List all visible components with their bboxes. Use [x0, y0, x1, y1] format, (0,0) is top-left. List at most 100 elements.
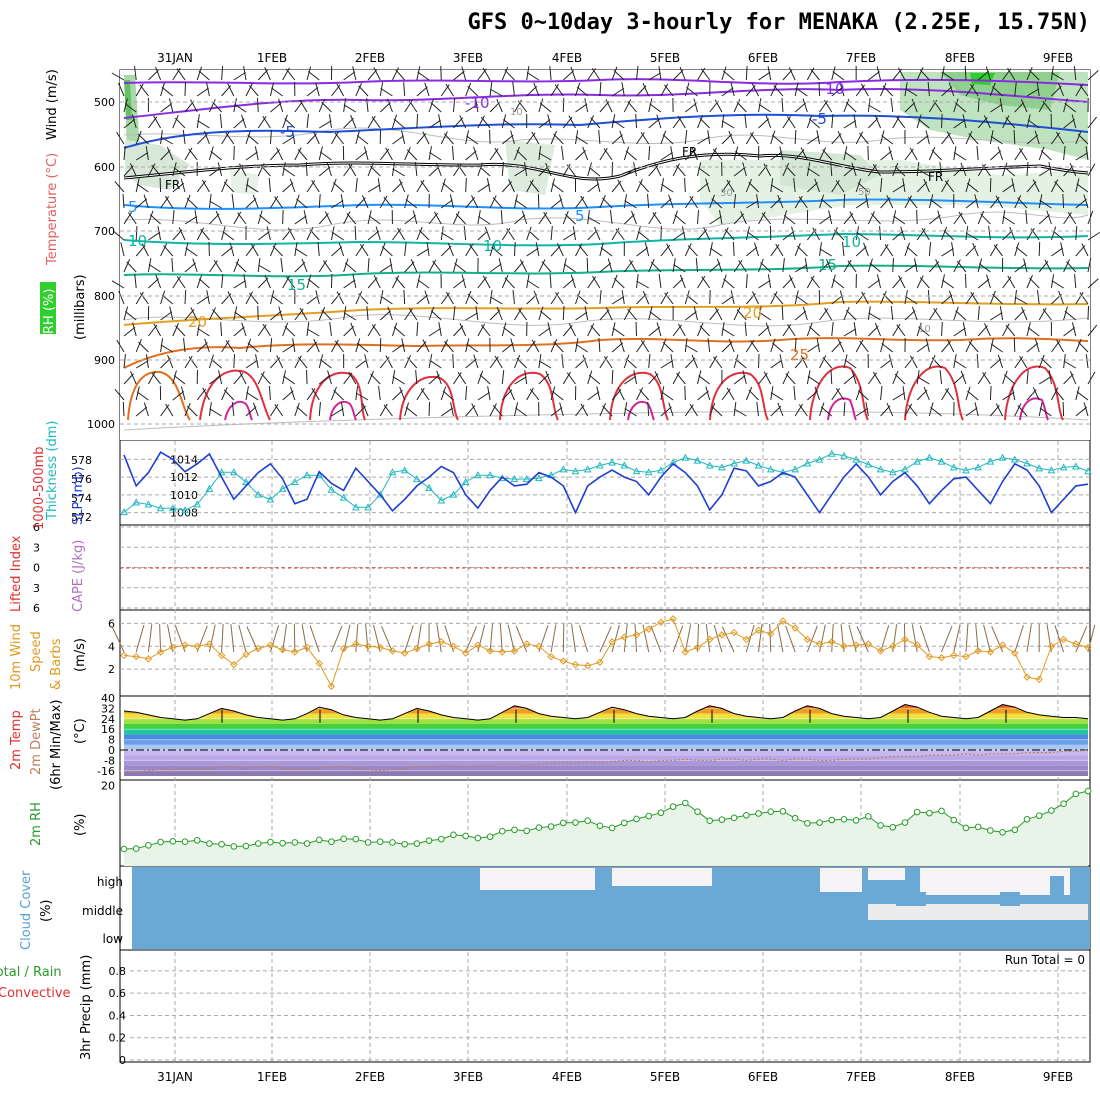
- temp-tick: -8: [104, 754, 115, 767]
- wind10-point: [571, 660, 580, 669]
- wind-barb: [703, 227, 711, 241]
- wind-barb: [443, 133, 454, 145]
- wind10-barb: [599, 626, 612, 653]
- thickness-point: [962, 466, 970, 474]
- cloud-clear-high: [920, 868, 1070, 895]
- wind-barb: [977, 97, 980, 113]
- wind-barb: [333, 182, 344, 193]
- wind-barb: [222, 231, 235, 241]
- cloud-clear-high: [480, 868, 512, 890]
- wind-barb: [529, 388, 540, 401]
- cloud-clear-high: [512, 868, 595, 890]
- label-rh2m-2: (%): [73, 814, 88, 837]
- wind-barb: [806, 275, 815, 289]
- wind-barb: [282, 322, 289, 337]
- wind-barb: [1040, 150, 1052, 161]
- wind-barb: [412, 210, 418, 225]
- wind-barb: [553, 133, 564, 145]
- wind-barb: [709, 147, 717, 161]
- wind-barb: [294, 402, 300, 417]
- wind-barb: [892, 230, 904, 241]
- wind10-point: [706, 635, 714, 644]
- wind-barb: [793, 386, 796, 401]
- wind-barb: [1026, 134, 1039, 145]
- wind-barb: [428, 119, 441, 129]
- wind-barb: [1026, 88, 1040, 97]
- wind-barb: [526, 85, 538, 97]
- wind10-barb: [1075, 626, 1088, 653]
- wind10-point: [510, 647, 519, 655]
- rh-point: [218, 840, 225, 848]
- wind-barb: [270, 403, 279, 417]
- wind-barb: [550, 83, 559, 97]
- wind-barb: [637, 230, 650, 241]
- wind-barb: [965, 407, 978, 417]
- wind-barb: [580, 195, 589, 209]
- temp-bands: [124, 704, 1088, 776]
- label-plus5-b: 5: [575, 207, 585, 225]
- wind-barb: [599, 262, 612, 273]
- wind-barb: [550, 339, 558, 353]
- wind-barb: [679, 274, 686, 289]
- wind-barb: [136, 391, 149, 401]
- wind-barb: [831, 322, 834, 337]
- wind-barb: [1017, 405, 1028, 417]
- wind-barb: [819, 248, 833, 257]
- wind-barb: [489, 309, 501, 321]
- wind-barb: [587, 216, 601, 225]
- rh-point: [535, 824, 543, 831]
- wind-barb: [744, 322, 747, 337]
- wind-barb: [916, 275, 924, 289]
- wind-barb: [733, 408, 747, 417]
- wind-barb: [748, 181, 759, 193]
- wind-barb: [198, 70, 210, 81]
- wind-barb: [853, 114, 857, 129]
- wind-barb: [893, 215, 906, 225]
- wind-barb: [513, 402, 519, 417]
- wind-barb: [415, 370, 418, 385]
- wind-barb: [733, 375, 746, 385]
- wind-barb: [928, 242, 932, 257]
- wind-barb: [684, 82, 690, 97]
- wind-barb: [466, 135, 479, 145]
- wind-barb: [395, 276, 406, 289]
- wind-barb: [804, 258, 808, 273]
- wind-barb: [469, 244, 479, 257]
- wind-barb: [599, 403, 607, 417]
- wind-barb: [331, 199, 344, 209]
- wind-barb: [853, 322, 857, 337]
- wind-barb: [758, 311, 772, 321]
- wind-barb: [247, 134, 259, 145]
- wind-barb: [611, 66, 618, 81]
- wind-barb: [697, 114, 704, 129]
- wind-barb: [385, 147, 393, 161]
- date-label: 9FEB: [1043, 1070, 1073, 1084]
- wind-barb: [135, 338, 142, 353]
- wind-barb: [270, 310, 282, 321]
- wind10-barb: [208, 624, 216, 653]
- date-label: 6FEB: [748, 1070, 778, 1084]
- wind-barb: [212, 309, 222, 321]
- wind10-barb: [159, 623, 162, 653]
- date-label: 31JAN: [157, 1070, 193, 1084]
- wind-barb: [916, 168, 930, 177]
- cloud-cell: [1000, 892, 1020, 906]
- wind-barb: [697, 136, 710, 145]
- wind10-point: [242, 650, 250, 658]
- wind-barb: [454, 262, 466, 273]
- wind-barb: [481, 324, 491, 337]
- wind-barb: [397, 227, 406, 241]
- wind10-point: [254, 644, 262, 653]
- wind-barb: [428, 166, 440, 177]
- wind-barb: [327, 370, 332, 385]
- wind-barb: [919, 69, 930, 81]
- wind-barb: [772, 342, 784, 353]
- date-label: 3FEB: [453, 51, 483, 65]
- wind-barb: [672, 231, 685, 241]
- tick-label: 600: [94, 161, 115, 174]
- wind-barb: [1023, 258, 1028, 273]
- wind-barb: [441, 232, 454, 241]
- wind-barb: [599, 290, 602, 305]
